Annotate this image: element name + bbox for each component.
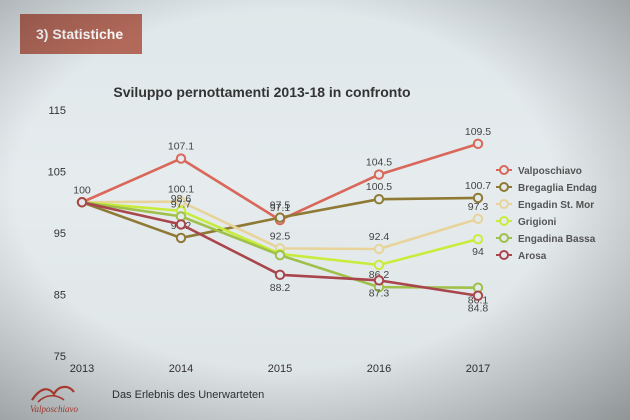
legend-swatch-marker	[499, 233, 509, 243]
x-tick-label: 2013	[70, 363, 94, 375]
data-label: 100.1	[168, 184, 194, 196]
data-label: 97.5	[270, 200, 291, 212]
data-point	[472, 138, 484, 150]
data-label: 92.5	[270, 230, 291, 242]
data-label: 87.3	[369, 287, 390, 299]
data-label: 100.7	[465, 180, 491, 192]
legend-item: Arosa	[496, 250, 547, 262]
legend-swatch-marker	[499, 250, 509, 260]
data-label: 109.5	[465, 126, 491, 138]
data-label: 92.4	[369, 231, 390, 243]
legend-label: Arosa	[518, 251, 547, 262]
legend-item: Engadin St. Mor	[496, 199, 594, 211]
data-label: 84.8	[468, 303, 489, 315]
data-label: 94	[472, 246, 484, 258]
section-title-badge: 3) Statistiche	[20, 14, 142, 54]
data-label: 97.3	[468, 201, 489, 213]
data-label: 97.1	[270, 202, 291, 214]
x-tick-label: 2017	[466, 363, 490, 375]
data-point	[175, 232, 187, 244]
data-point	[472, 213, 484, 225]
y-tick-label: 85	[54, 290, 66, 302]
data-point	[373, 169, 385, 180]
chart-axes: 75 85 95 105 115 2013 2014 2015 2016 2017	[48, 105, 491, 375]
data-label: 100.5	[366, 181, 392, 193]
data-label: 86.2	[369, 269, 390, 281]
x-tick-label: 2014	[169, 363, 193, 375]
legend-item: Engadina Bassa	[496, 233, 596, 245]
data-label: 98.6	[171, 193, 192, 205]
valposchiavo-logo: Valposchiavo	[30, 385, 78, 414]
data-point	[76, 197, 88, 208]
data-point	[472, 192, 484, 204]
y-tick-label: 75	[54, 351, 66, 363]
data-label: 104.5	[366, 157, 392, 169]
legend-swatch-marker	[499, 165, 509, 175]
legend-swatch-marker	[499, 182, 509, 192]
series-layer: 100107.197.1104.5109.594.297.5100.5100.7…	[73, 126, 491, 315]
data-label: 97.7	[171, 198, 192, 210]
legend-swatch-marker	[499, 199, 509, 209]
legend-label: Engadin St. Mor	[518, 200, 594, 211]
data-point	[373, 243, 385, 255]
data-point	[175, 153, 187, 164]
legend-label: Valposchiavo	[518, 166, 582, 177]
x-tick-label: 2015	[268, 363, 292, 375]
y-tick-label: 105	[48, 167, 66, 179]
logo-text: Valposchiavo	[30, 404, 78, 414]
legend-label: Bregaglia Endag	[518, 183, 597, 194]
y-tick-label: 95	[54, 228, 66, 240]
data-point	[373, 259, 385, 271]
data-point	[274, 269, 286, 281]
legend-item: Grigioni	[496, 216, 557, 228]
legend-item: Bregaglia Endag	[496, 182, 597, 194]
legend-label: Grigioni	[518, 217, 557, 228]
legend-swatch-marker	[499, 216, 509, 226]
data-point	[175, 219, 187, 230]
data-point	[373, 193, 385, 205]
data-point	[274, 249, 286, 261]
y-tick-label: 115	[48, 105, 66, 117]
data-point	[472, 290, 484, 301]
data-label: 100	[73, 184, 91, 196]
legend-item: Valposchiavo	[496, 165, 582, 177]
data-point	[274, 212, 286, 223]
data-label: 107.1	[168, 141, 194, 153]
legend-label: Engadina Bassa	[518, 234, 596, 245]
series-arosa: 88.2 87.3 84.8	[76, 197, 489, 315]
data-label: 88.2	[270, 282, 291, 294]
chart-title: Sviluppo pernottamenti 2013-18 in confro…	[113, 84, 410, 100]
data-point	[472, 233, 484, 245]
footer-tagline: Das Erlebnis des Unerwarteten	[112, 389, 265, 401]
x-tick-label: 2016	[367, 363, 391, 375]
chart-legend: Valposchiavo Bregaglia Endag Engadin St. M…	[496, 165, 597, 262]
data-point	[373, 275, 385, 286]
